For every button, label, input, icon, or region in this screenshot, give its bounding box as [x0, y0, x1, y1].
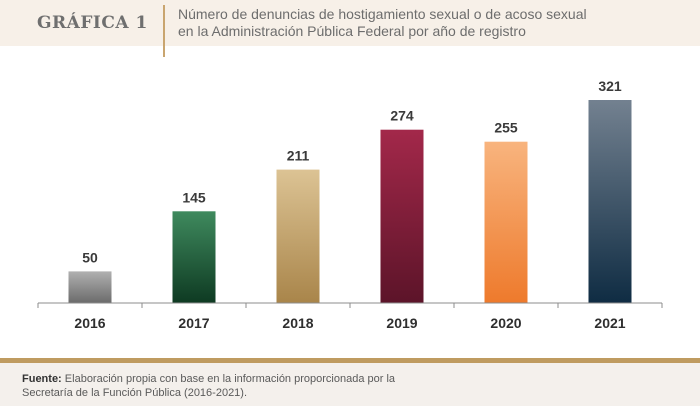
bar-2020	[484, 141, 528, 303]
value-label-2017: 145	[182, 189, 206, 205]
x-axis-ticks: 2016 2017 2018 2019 2020 2021	[37, 303, 663, 331]
x-tick-label-2016: 2016	[74, 315, 105, 331]
x-tick-label-2017: 2017	[178, 315, 209, 331]
source-footer: Fuente: Elaboración propia con base en l…	[0, 363, 700, 406]
bar-2017	[172, 211, 216, 303]
bar-2018	[276, 169, 320, 303]
chart-header: GRÁFICA 1 Número de denuncias de hostiga…	[0, 0, 700, 46]
chart-title: Número de denuncias de hostigamiento sex…	[178, 6, 693, 40]
x-tick-label-2021: 2021	[594, 315, 625, 331]
value-label-2016: 50	[82, 249, 98, 265]
value-label-2020: 255	[494, 120, 518, 136]
value-label-2021: 321	[598, 78, 622, 94]
x-tick-label-2018: 2018	[282, 315, 313, 331]
bar-2021	[588, 100, 632, 303]
value-label-2018: 211	[287, 148, 310, 164]
value-label-2019: 274	[390, 108, 414, 124]
chart-title-line1: Número de denuncias de hostigamiento sex…	[178, 6, 587, 22]
x-tick-label-2019: 2019	[386, 315, 417, 331]
chart-title-line2: en la Administración Pública Federal por…	[178, 23, 526, 39]
source-note: Fuente: Elaboración propia con base en l…	[22, 372, 682, 400]
footer-rule	[0, 358, 700, 363]
source-line1: Elaboración propia con base en la inform…	[64, 373, 396, 385]
header-divider	[163, 5, 165, 57]
source-line2: Secretaría de la Función Pública (2016-2…	[22, 387, 248, 399]
source-label: Fuente:	[22, 373, 62, 385]
bars-group: 50 145 211 274 255 321	[68, 78, 632, 303]
bar-2016	[68, 271, 112, 303]
figure-label: GRÁFICA 1	[37, 13, 148, 33]
x-tick-label-2020: 2020	[490, 315, 521, 331]
bar-2019	[380, 129, 424, 303]
